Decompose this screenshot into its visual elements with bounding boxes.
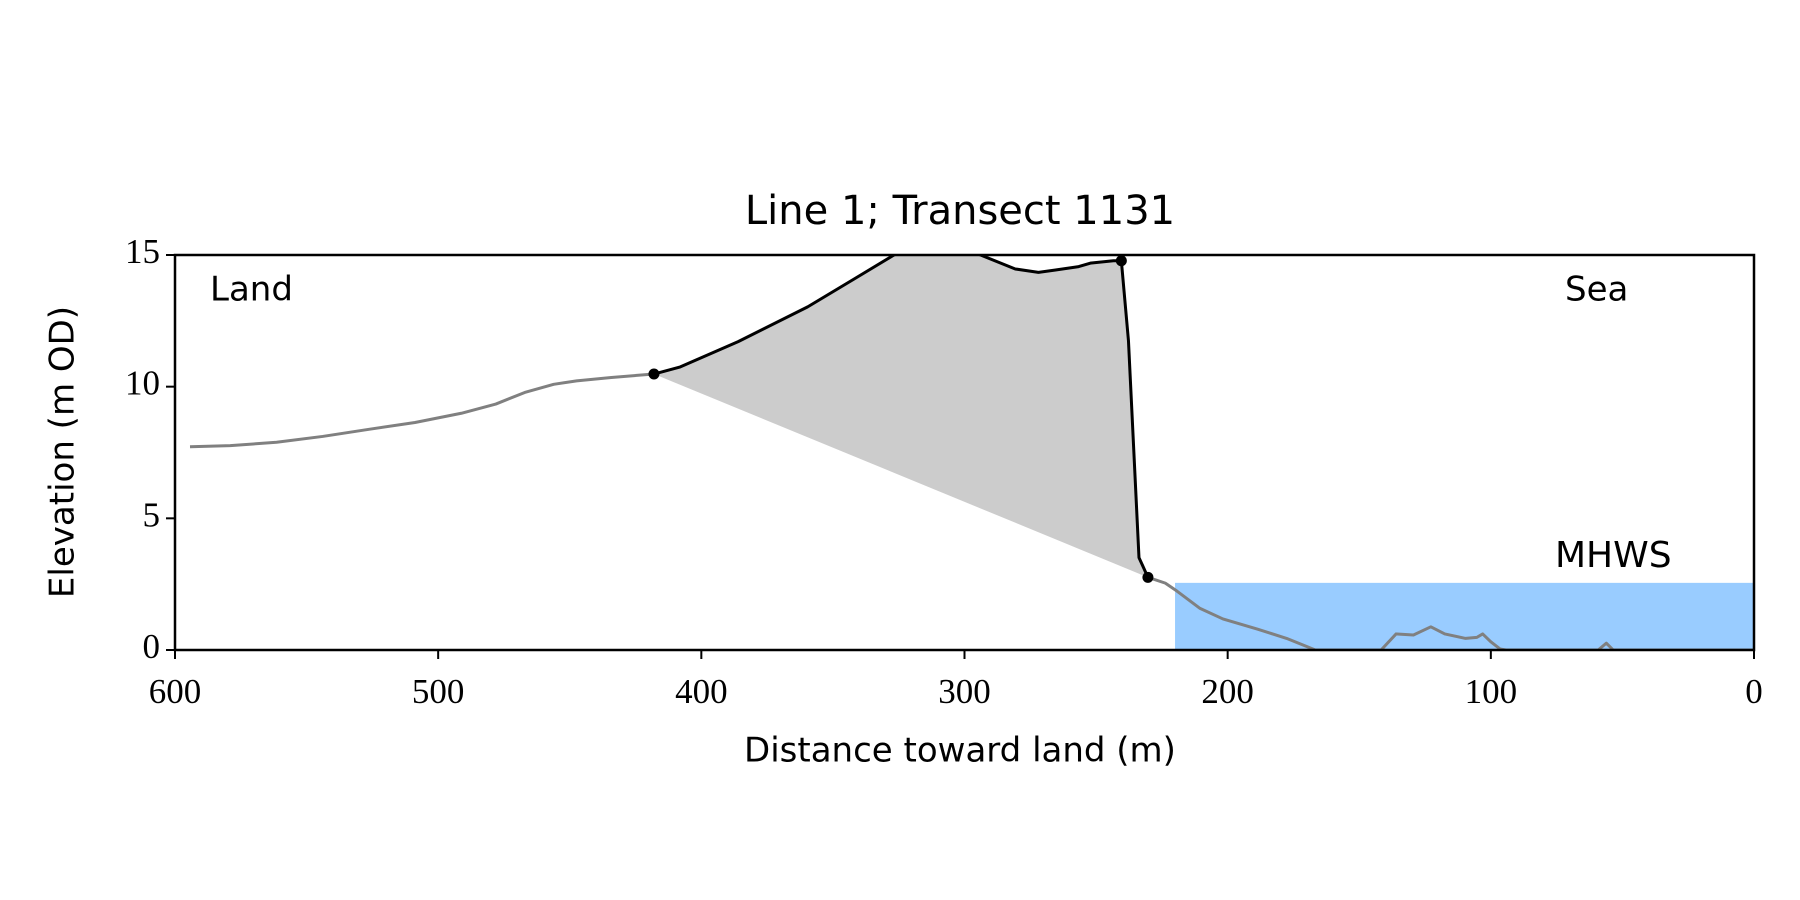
profile-line bbox=[189, 372, 1754, 650]
x-tick-label: 500 bbox=[412, 672, 465, 711]
x-tick-label: 400 bbox=[675, 672, 728, 711]
point-marker bbox=[648, 368, 660, 380]
plot-area bbox=[189, 255, 1754, 650]
x-tick-label: 200 bbox=[1201, 672, 1254, 711]
y-tick-label: 15 bbox=[125, 232, 160, 271]
x-axis-label: Distance toward land (m) bbox=[744, 731, 1176, 771]
annotation: Sea bbox=[1565, 270, 1628, 310]
chart-title: Line 1; Transect 1131 bbox=[745, 188, 1175, 234]
y-tick-label: 10 bbox=[125, 364, 160, 403]
cliff-line-fill bbox=[653, 255, 1148, 578]
annotation: Land bbox=[210, 270, 293, 310]
point-marker bbox=[1115, 255, 1127, 267]
x-tick-label: 600 bbox=[149, 672, 202, 711]
mhws-label: MHWS bbox=[1555, 535, 1672, 576]
point-marker bbox=[1142, 571, 1154, 583]
x-tick-label: 100 bbox=[1465, 672, 1518, 711]
y-tick-label: 0 bbox=[143, 627, 161, 666]
y-axis-label: Elevation (m OD) bbox=[43, 306, 83, 598]
x-tick-label: 0 bbox=[1745, 672, 1763, 711]
y-tick-label: 5 bbox=[143, 495, 161, 534]
mhws-band bbox=[1175, 582, 1754, 650]
x-tick-label: 300 bbox=[938, 672, 991, 711]
